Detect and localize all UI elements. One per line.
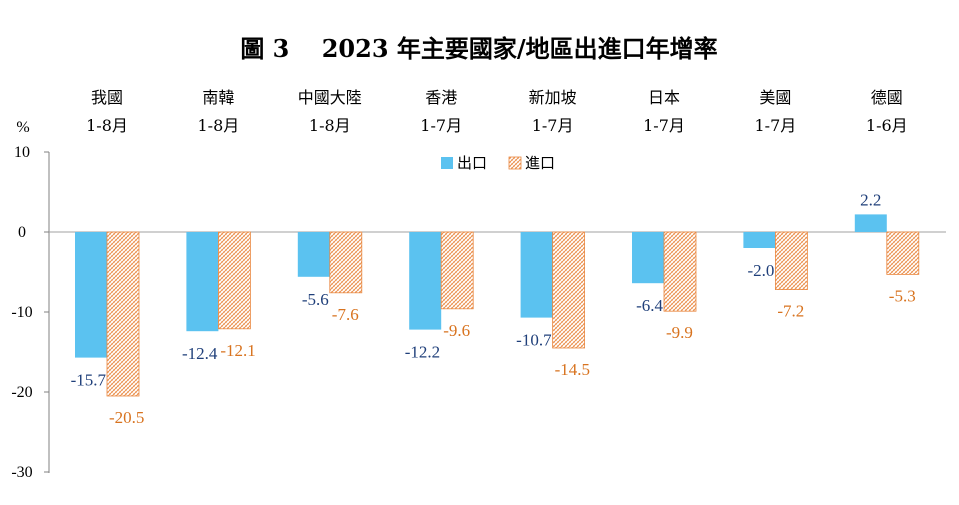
data-label-export: -12.2	[405, 343, 440, 362]
bar-import	[775, 231, 808, 290]
chart-title: 圖 3 2023 年主要國家/地區出進口年增率	[240, 34, 717, 63]
bar-import	[552, 231, 585, 349]
data-label-import: -5.3	[889, 286, 916, 305]
bar-import	[217, 231, 251, 330]
category-period: 1-6月	[866, 116, 908, 135]
data-label-import: -7.2	[777, 302, 804, 321]
category-labels: 我國 1-8月 南韓 1-8月 中國大陸 1-8月 香港 1-7月 新加坡 1-7月 日本 1-7月 美…	[86, 88, 908, 135]
category-period: 1-8月	[309, 116, 351, 135]
data-label-export: 2.2	[860, 190, 881, 209]
bar-import	[329, 231, 363, 294]
bar-export	[520, 232, 553, 318]
category-name: 日本	[648, 88, 680, 107]
y-tick-label: -30	[11, 464, 32, 481]
category-name: 德國	[871, 88, 903, 107]
bar-series	[75, 214, 920, 397]
legend-label-export: 出口	[457, 154, 487, 172]
y-tick-label: 10	[14, 144, 30, 161]
data-labels: -15.7 -12.4 -5.6 -12.2 -10.7 -6.4 -2.0 2.2 -20.5…	[71, 190, 916, 427]
bar-import	[440, 231, 474, 310]
bar-export	[743, 232, 776, 248]
data-label-import: -9.9	[666, 323, 693, 342]
category-name: 新加坡	[529, 88, 577, 107]
data-label-export: -15.7	[71, 371, 107, 390]
data-label-import: -7.6	[332, 305, 359, 324]
category-name: 美國	[759, 88, 791, 107]
category-period: 1-7月	[532, 116, 574, 135]
category-name: 我國	[91, 88, 123, 107]
y-tick-label: -10	[11, 304, 32, 321]
legend: 出口 進口	[441, 154, 555, 172]
data-label-import: -20.5	[109, 408, 144, 427]
bar-export	[297, 232, 330, 277]
data-label-import: -14.5	[555, 360, 590, 379]
category-period: 1-7月	[420, 116, 462, 135]
bar-import	[106, 231, 140, 397]
category-name: 南韓	[202, 88, 234, 107]
legend-swatch-export	[441, 157, 453, 169]
bar-export	[632, 232, 664, 284]
category-period: 1-7月	[755, 116, 797, 135]
category-name: 香港	[425, 88, 457, 107]
data-label-import: -12.1	[220, 341, 255, 360]
y-tick-label: -20	[11, 384, 32, 401]
data-label-export: -5.6	[302, 290, 329, 309]
category-name: 中國大陸	[298, 88, 362, 107]
y-axis-unit: %	[16, 119, 29, 136]
category-period: 1-8月	[198, 116, 240, 135]
data-label-import: -9.6	[443, 321, 470, 340]
y-axis-ticks: 10 0 -10 -20 -30	[11, 144, 49, 481]
bar-import	[663, 231, 697, 312]
data-label-export: -6.4	[636, 296, 663, 315]
y-tick-label: 0	[18, 224, 26, 241]
bar-export	[854, 214, 887, 232]
bar-export	[409, 232, 442, 330]
data-label-export: -10.7	[516, 331, 552, 350]
data-label-export: -12.4	[182, 344, 218, 363]
data-label-export: -2.0	[747, 261, 774, 280]
category-period: 1-7月	[643, 116, 685, 135]
bar-import	[886, 231, 920, 275]
bar-export	[75, 232, 107, 358]
bar-export	[186, 232, 219, 332]
category-period: 1-8月	[86, 116, 128, 135]
legend-label-import: 進口	[525, 154, 555, 172]
legend-swatch-import	[508, 156, 522, 170]
